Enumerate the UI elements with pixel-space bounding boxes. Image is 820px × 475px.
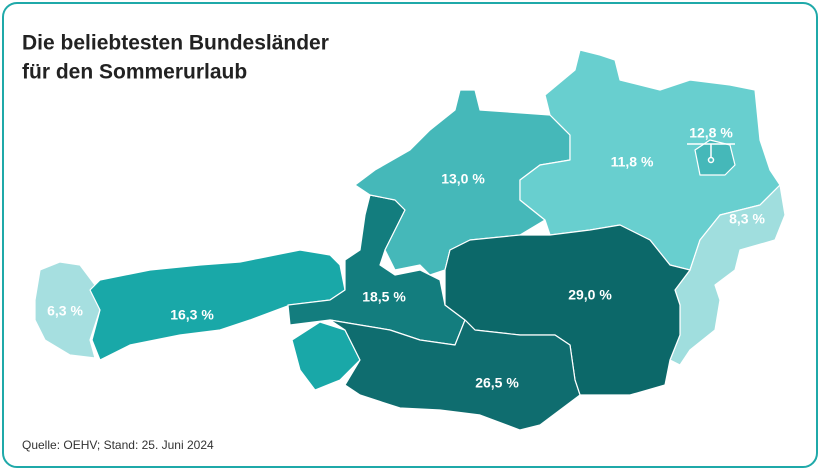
title-line: Die beliebtesten Bundesländer: [22, 32, 329, 55]
region: [329, 319, 581, 431]
value-label: 29,0 %: [568, 287, 612, 303]
value-label: 16,3 %: [170, 307, 214, 323]
region: [694, 139, 736, 176]
title-line: für den Sommerurlaub: [22, 61, 247, 84]
label-point: [707, 156, 715, 164]
map: 6,3 % 16,3 % 18,5 % 13,0 % 11,8 % 12,8 % 8,3 %…: [34, 49, 786, 431]
value-label: 13,0 %: [441, 171, 485, 187]
region: [34, 261, 101, 359]
value-label: 11,8 %: [611, 154, 654, 170]
value-label: 18,5 %: [362, 289, 406, 305]
value-label: 6,3 %: [47, 303, 83, 319]
source: Quelle: OEHV; Stand: 25. Juni 2024: [22, 438, 214, 452]
value-label: 26,5 %: [475, 375, 519, 391]
value-label: 8,3 %: [729, 211, 765, 227]
value-label: 12,8 %: [689, 125, 733, 141]
